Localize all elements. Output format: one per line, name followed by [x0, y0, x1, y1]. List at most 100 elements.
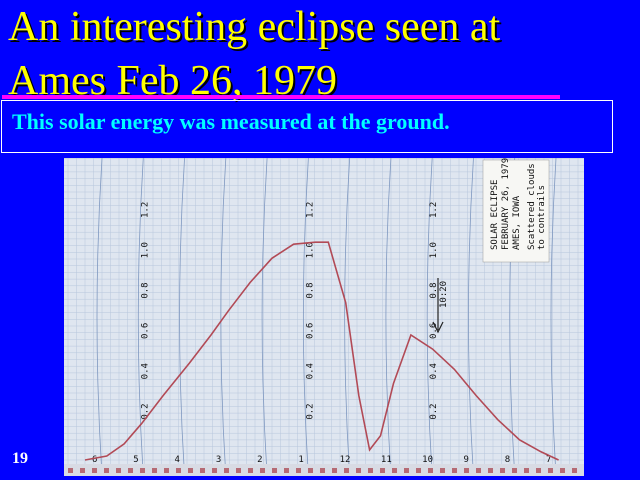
- x-tick-label: 12: [340, 455, 351, 465]
- label-card-line-2: FEBRUARY 26, 1979: [501, 158, 511, 250]
- perforation-mark: [428, 468, 433, 473]
- subtitle-box: This solar energy was measured at the gr…: [1, 100, 613, 153]
- y-tick-label: 1.0: [305, 242, 315, 258]
- perforation-mark: [452, 468, 457, 473]
- y-tick-label: 1.2: [140, 202, 150, 218]
- perforation-mark: [104, 468, 109, 473]
- grid-hour-curve: [385, 158, 392, 476]
- y-tick-label: 0.8: [305, 282, 315, 298]
- perforation-mark: [260, 468, 265, 473]
- x-tick-label: 4: [175, 455, 180, 465]
- y-tick-label: 1.0: [429, 242, 439, 258]
- y-tick-label: 0.2: [429, 403, 439, 419]
- perforation-mark: [92, 468, 97, 473]
- perforation-mark: [560, 468, 565, 473]
- grid-hour-curve: [179, 158, 185, 476]
- y-tick-label: 0.6: [429, 323, 439, 339]
- slide-number: 19: [12, 450, 28, 467]
- x-tick-label: 3: [216, 455, 221, 465]
- grid-hour-curve: [261, 158, 268, 476]
- perforation-mark: [524, 468, 529, 473]
- y-tick-label: 1.2: [429, 202, 439, 218]
- perforation-mark: [464, 468, 469, 473]
- title-underline: [2, 95, 560, 99]
- y-tick-label: 0.6: [140, 323, 150, 339]
- perforation-mark: [176, 468, 181, 473]
- perforation-mark: [476, 468, 481, 473]
- grid-hour-curve: [137, 158, 144, 476]
- perforation-mark: [128, 468, 133, 473]
- chart-tick-labels: 6 5 4 3 2 1 12 11 10 9 8 7 0.2 0.4 0.6 0.8 1.0 1.2 0.2 0.4 0…: [92, 202, 551, 465]
- perforation-mark: [164, 468, 169, 473]
- label-card-line-3: AMES, IOWA: [512, 195, 522, 250]
- x-tick-label: 8: [505, 455, 510, 465]
- perforation-mark: [380, 468, 385, 473]
- perforation-mark: [344, 468, 349, 473]
- perforation-mark: [500, 468, 505, 473]
- perforation-mark: [68, 468, 73, 473]
- perforation-mark: [320, 468, 325, 473]
- perforation-mark: [572, 468, 577, 473]
- perforation-mark: [248, 468, 253, 473]
- perforation-mark: [416, 468, 421, 473]
- x-tick-label: 6: [92, 455, 97, 465]
- y-tick-label: 0.8: [140, 282, 150, 298]
- label-card-line-1: SOLAR ECLIPSE: [490, 180, 500, 250]
- y-tick-label: 0.4: [429, 363, 439, 379]
- solar-energy-chart: 6 5 4 3 2 1 12 11 10 9 8 7 0.2 0.4 0.6 0.8 1.0 1.2 0.2 0.4 0…: [64, 158, 584, 476]
- perforation-mark: [404, 468, 409, 473]
- y-tick-label: 0.4: [140, 363, 150, 379]
- grid-hour-curve: [302, 158, 309, 476]
- y-tick-label: 1.2: [305, 202, 315, 218]
- x-tick-label: 1: [298, 455, 303, 465]
- grid-hour-curve: [220, 158, 227, 476]
- strip-chart-photo: 6 5 4 3 2 1 12 11 10 9 8 7 0.2 0.4 0.6 0.8 1.0 1.2 0.2 0.4 0…: [64, 158, 584, 476]
- x-tick-label: 7: [546, 455, 551, 465]
- y-tick-label: 0.4: [305, 363, 315, 379]
- perforation-mark: [224, 468, 229, 473]
- perforation-mark: [368, 468, 373, 473]
- label-card-background: [482, 159, 550, 263]
- perforation-mark: [308, 468, 313, 473]
- handwritten-annotation: 10:20: [432, 278, 449, 334]
- perforation-mark: [536, 468, 541, 473]
- x-tick-label: 10: [422, 455, 433, 465]
- perforation-mark: [188, 468, 193, 473]
- annotation-arrow-head: [432, 321, 444, 334]
- slide-title-line-1: An interesting eclipse seen at: [8, 4, 501, 50]
- perforation-mark: [296, 468, 301, 473]
- perforation-mark: [392, 468, 397, 473]
- x-tick-label: 5: [133, 455, 138, 465]
- perforation-mark: [236, 468, 241, 473]
- perforation-mark: [152, 468, 157, 473]
- grid-hour-curve: [426, 158, 433, 476]
- perforation-mark: [284, 468, 289, 473]
- y-tick-label: 1.0: [140, 242, 150, 258]
- perforation-mark: [140, 468, 145, 473]
- y-tick-label: 0.8: [429, 282, 439, 298]
- slide-subtitle: This solar energy was measured at the gr…: [12, 109, 450, 134]
- perforation-mark: [200, 468, 205, 473]
- perforation-mark: [116, 468, 121, 473]
- x-tick-label: 2: [257, 455, 262, 465]
- grid-hour-curve: [468, 158, 474, 476]
- slide-title: An interesting eclipse seen at Ames Feb 2…: [8, 0, 500, 108]
- label-card-note-2: to contrails: [537, 185, 547, 250]
- y-tick-label: 0.6: [305, 323, 315, 339]
- annotation-time: 10:20: [439, 281, 449, 308]
- perforation-mark: [356, 468, 361, 473]
- y-tick-label: 0.2: [305, 403, 315, 419]
- label-card: SOLAR ECLIPSE FEBRUARY 26, 1979 AMES, IO…: [482, 158, 550, 263]
- perforation-mark: [512, 468, 517, 473]
- y-tick-label: 0.2: [140, 403, 150, 419]
- solar-energy-trace: [84, 241, 559, 461]
- perforation-mark: [80, 468, 85, 473]
- perforation-mark: [548, 468, 553, 473]
- grid-hour-curve: [344, 158, 351, 476]
- perforation-mark: [332, 468, 337, 473]
- perforation-mark: [212, 468, 217, 473]
- perforation-mark: [440, 468, 445, 473]
- x-tick-label: 11: [381, 455, 392, 465]
- x-tick-label: 9: [463, 455, 468, 465]
- perforation-mark: [488, 468, 493, 473]
